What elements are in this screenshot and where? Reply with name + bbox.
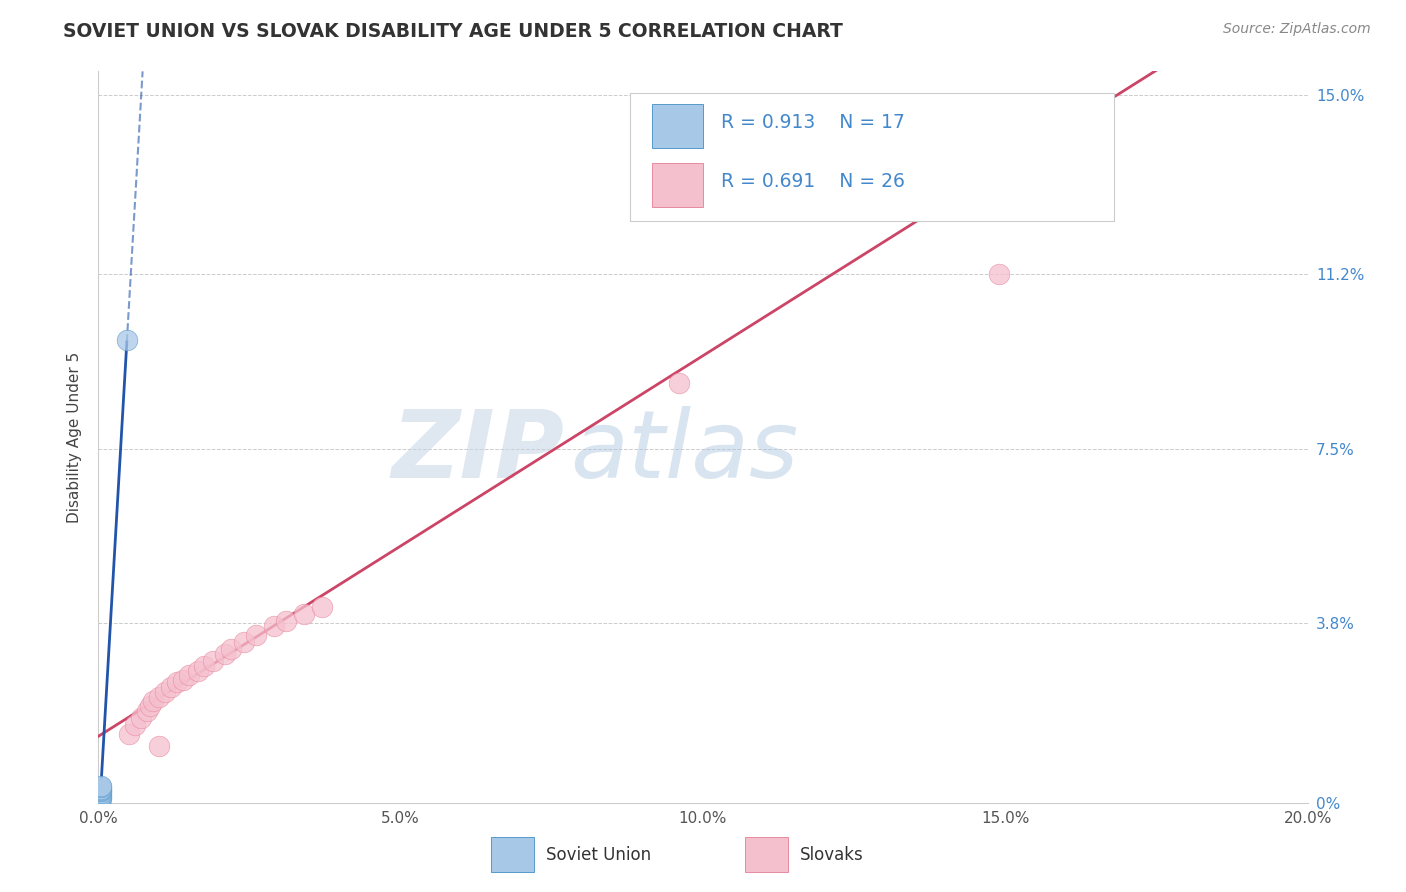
Point [124, 718, 146, 732]
Point [274, 614, 297, 628]
Text: Slovaks: Slovaks [800, 847, 863, 864]
Point [135, 704, 157, 718]
Text: Soviet Union: Soviet Union [546, 847, 651, 864]
Point [142, 694, 165, 708]
Point [263, 619, 285, 633]
FancyBboxPatch shape [630, 94, 1114, 221]
Point [179, 668, 201, 682]
Point [148, 690, 170, 704]
Point [118, 727, 141, 741]
Point [214, 647, 236, 661]
Point [292, 607, 315, 621]
Point [90, 789, 112, 804]
Point [90, 786, 112, 800]
Point [89, 796, 111, 810]
Point [89, 795, 111, 809]
Point [202, 654, 225, 668]
Point [89, 794, 111, 808]
Text: ZIP: ZIP [391, 406, 564, 498]
Point [166, 675, 188, 690]
Point [148, 739, 170, 754]
Point [153, 685, 176, 699]
Text: R = 0.691    N = 26: R = 0.691 N = 26 [721, 171, 905, 191]
Point [232, 635, 254, 649]
Point [988, 267, 1011, 281]
Point [193, 659, 215, 673]
Point [221, 642, 243, 657]
Point [90, 784, 112, 798]
Point [90, 779, 112, 793]
Point [89, 795, 111, 809]
Text: Source: ZipAtlas.com: Source: ZipAtlas.com [1223, 22, 1371, 37]
FancyBboxPatch shape [492, 838, 534, 872]
Point [139, 699, 162, 714]
Point [668, 376, 690, 390]
Point [115, 334, 138, 348]
Point [187, 664, 209, 678]
Point [89, 792, 111, 806]
Point [90, 781, 112, 796]
Text: SOVIET UNION VS SLOVAK DISABILITY AGE UNDER 5 CORRELATION CHART: SOVIET UNION VS SLOVAK DISABILITY AGE UN… [63, 22, 844, 41]
Text: atlas: atlas [569, 406, 799, 497]
Point [90, 780, 112, 795]
Point [311, 599, 333, 614]
Point [90, 791, 112, 805]
Point [644, 187, 666, 202]
Point [245, 628, 267, 642]
Point [90, 789, 112, 803]
Point [160, 680, 183, 694]
Point [90, 783, 112, 797]
Point [172, 673, 194, 687]
Point [89, 794, 111, 808]
Text: R = 0.913    N = 17: R = 0.913 N = 17 [721, 113, 905, 132]
FancyBboxPatch shape [652, 163, 703, 207]
Point [129, 711, 152, 725]
FancyBboxPatch shape [745, 838, 787, 872]
FancyBboxPatch shape [652, 104, 703, 148]
Y-axis label: Disability Age Under 5: Disability Age Under 5 [67, 351, 83, 523]
Point [89, 793, 111, 807]
